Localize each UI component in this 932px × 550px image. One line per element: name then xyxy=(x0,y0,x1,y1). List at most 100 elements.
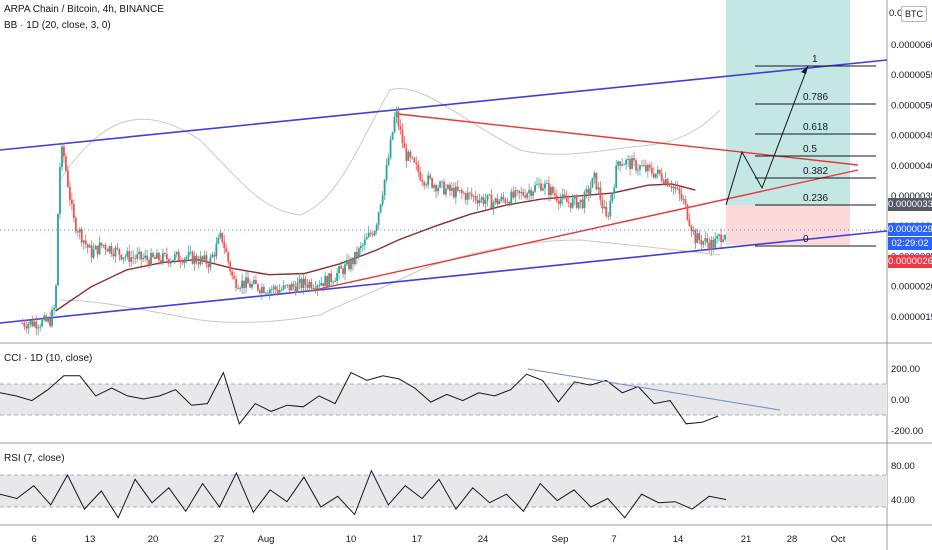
candle-body[interactable] xyxy=(205,255,208,264)
candle-body[interactable] xyxy=(350,259,352,270)
candle-body[interactable] xyxy=(405,147,408,161)
candle-body[interactable] xyxy=(334,280,337,282)
candle-body[interactable] xyxy=(47,318,50,322)
candle-body[interactable] xyxy=(470,193,473,197)
candle-body[interactable] xyxy=(177,252,180,261)
candle-body[interactable] xyxy=(354,251,356,265)
candle-body[interactable] xyxy=(217,237,220,244)
candle-body[interactable] xyxy=(656,169,659,174)
candle-body[interactable] xyxy=(171,259,174,262)
candle-body[interactable] xyxy=(435,185,437,192)
candle-body[interactable] xyxy=(116,247,119,249)
candle-body[interactable] xyxy=(223,242,226,249)
candle-body[interactable] xyxy=(241,280,243,288)
candle-body[interactable] xyxy=(520,191,523,194)
candle-body[interactable] xyxy=(314,288,317,289)
candle-body[interactable] xyxy=(646,164,649,172)
candle-body[interactable] xyxy=(108,246,111,252)
candles-group[interactable] xyxy=(21,106,726,336)
candle-body[interactable] xyxy=(229,261,232,272)
candle-body[interactable] xyxy=(625,160,628,165)
candle-body[interactable] xyxy=(383,179,386,196)
candle-body[interactable] xyxy=(611,193,614,201)
candle-body[interactable] xyxy=(53,307,55,310)
candle-body[interactable] xyxy=(146,255,148,260)
candle-body[interactable] xyxy=(173,254,176,260)
candle-body[interactable] xyxy=(514,190,517,198)
candle-body[interactable] xyxy=(286,284,289,286)
candle-body[interactable] xyxy=(528,190,531,194)
candle-body[interactable] xyxy=(72,204,75,218)
candle-body[interactable] xyxy=(702,241,705,245)
candle-body[interactable] xyxy=(423,181,426,186)
candle-body[interactable] xyxy=(635,160,637,171)
candle-body[interactable] xyxy=(654,173,657,178)
candle-body[interactable] xyxy=(639,165,641,170)
candle-body[interactable] xyxy=(375,224,378,231)
candle-body[interactable] xyxy=(29,320,32,324)
candle-body[interactable] xyxy=(45,315,48,322)
candle-body[interactable] xyxy=(25,326,28,329)
candle-body[interactable] xyxy=(257,284,259,291)
candle-body[interactable] xyxy=(447,184,449,189)
candle-body[interactable] xyxy=(549,186,552,196)
candle-body[interactable] xyxy=(260,286,263,294)
candle-body[interactable] xyxy=(363,239,366,245)
candle-body[interactable] xyxy=(195,255,198,263)
time-axis[interactable]: 6 13 20 27 Aug 10 17 24 Sep 7 14 21 28 Oct xyxy=(31,534,845,545)
candle-body[interactable] xyxy=(100,242,103,246)
candle-body[interactable] xyxy=(694,229,697,244)
candle-body[interactable] xyxy=(692,229,695,232)
candle-body[interactable] xyxy=(569,202,572,208)
candle-body[interactable] xyxy=(488,194,491,196)
candle-body[interactable] xyxy=(571,198,574,208)
candle-body[interactable] xyxy=(484,200,487,204)
candle-body[interactable] xyxy=(658,169,661,174)
candle-body[interactable] xyxy=(724,234,726,240)
candle-body[interactable] xyxy=(259,290,261,294)
candle-body[interactable] xyxy=(415,162,418,165)
candle-body[interactable] xyxy=(496,198,499,205)
candle-body[interactable] xyxy=(591,177,594,188)
candle-body[interactable] xyxy=(680,193,683,200)
candle-body[interactable] xyxy=(219,232,222,238)
candle-body[interactable] xyxy=(710,239,713,250)
candle-body[interactable] xyxy=(272,286,275,290)
candle-body[interactable] xyxy=(482,197,485,204)
candle-body[interactable] xyxy=(169,261,172,264)
candle-body[interactable] xyxy=(209,257,212,268)
candle-body[interactable] xyxy=(61,146,63,168)
candle-body[interactable] xyxy=(429,175,432,179)
candle-body[interactable] xyxy=(104,244,107,250)
candle-body[interactable] xyxy=(179,260,182,262)
candle-body[interactable] xyxy=(148,259,150,266)
candle-body[interactable] xyxy=(619,161,622,166)
candle-body[interactable] xyxy=(411,157,414,159)
target-zone[interactable] xyxy=(726,0,850,205)
candle-body[interactable] xyxy=(298,278,301,283)
candle-body[interactable] xyxy=(524,195,527,198)
stop-zone[interactable] xyxy=(726,205,850,245)
candle-body[interactable] xyxy=(324,276,327,287)
candle-body[interactable] xyxy=(439,181,441,188)
candle-body[interactable] xyxy=(175,252,178,255)
candle-body[interactable] xyxy=(70,199,73,205)
candle-body[interactable] xyxy=(338,266,340,273)
candle-body[interactable] xyxy=(696,233,699,244)
candle-body[interactable] xyxy=(122,257,125,260)
candle-body[interactable] xyxy=(460,190,463,193)
candle-body[interactable] xyxy=(152,252,154,257)
candle-body[interactable] xyxy=(540,183,542,191)
candle-body[interactable] xyxy=(377,212,380,225)
candle-body[interactable] xyxy=(342,268,344,275)
candle-body[interactable] xyxy=(718,234,721,237)
candle-body[interactable] xyxy=(253,280,255,284)
candle-body[interactable] xyxy=(518,190,521,194)
candle-body[interactable] xyxy=(478,199,481,204)
candle-body[interactable] xyxy=(163,253,166,254)
candle-body[interactable] xyxy=(98,242,101,255)
candle-body[interactable] xyxy=(120,254,123,260)
candle-body[interactable] xyxy=(641,165,643,167)
candle-body[interactable] xyxy=(397,111,400,127)
candle-body[interactable] xyxy=(456,186,459,191)
